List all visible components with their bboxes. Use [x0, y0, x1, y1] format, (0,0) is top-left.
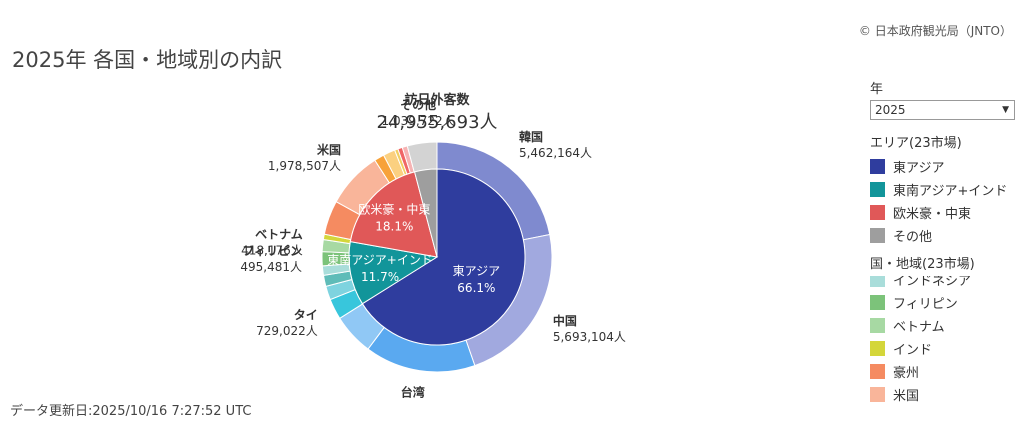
legend-label: インドネシア	[893, 276, 972, 289]
center-value: 24,955,693人	[376, 112, 497, 133]
outer-slice-value: 5,462,164人	[519, 146, 592, 160]
copyright: © 日本政府観光局（JNTO）	[858, 24, 1012, 38]
outer-slice-value: 729,022人	[256, 324, 318, 338]
donut-chart: 訪日外客数 24,955,693人 東アジア 66.1% 東南アジア+インド 11.7…	[200, 80, 660, 400]
legend-label: 東南アジア+インド	[893, 184, 1008, 199]
legend-swatch	[870, 182, 885, 197]
inner-slice-percent: 18.1%	[375, 220, 413, 234]
legend-swatch	[870, 318, 885, 333]
area-legend-item[interactable]: 東南アジア+インド	[870, 178, 1020, 201]
page-title: 2025年 各国・地域別の内訳	[12, 48, 283, 72]
country-legend-item[interactable]: 米国	[870, 383, 1020, 406]
outer-slice-value: 5,693,104人	[553, 330, 626, 344]
legend-swatch	[870, 159, 885, 174]
legend-label: 欧米豪・中東	[893, 207, 972, 222]
slice-labels: 東アジア 66.1% 東南アジア+インド 11.7% 欧米豪・中東 18.1% 韓国 5,46…	[240, 97, 626, 399]
legend-swatch	[870, 341, 885, 356]
area-legend-title: エリア(23市場)	[870, 136, 962, 151]
legend-swatch	[870, 387, 885, 402]
area-legend: 東アジア東南アジア+インド 欧米豪・中東 その他	[870, 155, 1020, 247]
outer-slice-label: ベトナム	[255, 228, 303, 242]
outer-slice-value: 1,978,507人	[268, 159, 341, 173]
legend-swatch	[870, 276, 885, 287]
inner-slice-percent: 66.1%	[457, 281, 495, 295]
inner-slice[interactable]	[413, 168, 438, 258]
inner-slice-label: 東アジア	[453, 264, 501, 278]
outer-slice-label: 米国	[317, 142, 341, 157]
area-legend-item[interactable]: 欧米豪・中東	[870, 201, 1020, 224]
outer-slice-label: その他	[400, 97, 436, 112]
area-legend-item[interactable]: その他	[870, 224, 1020, 247]
country-legend-item[interactable]: 豪州	[870, 360, 1020, 383]
legend-label: フィリピン	[893, 297, 958, 312]
legend-swatch	[870, 205, 885, 220]
outer-slice-label: タイ	[294, 308, 318, 322]
outer-slice-value: 1,039,722人	[382, 114, 455, 128]
inner-slice-percent: 11.7%	[361, 270, 399, 284]
outer-slice-value: 418,176人	[241, 244, 303, 258]
inner-ring	[348, 168, 526, 346]
inner-slice-label: 東南アジア+インド	[327, 252, 433, 267]
inner-slice[interactable]	[361, 168, 526, 346]
country-legend-item[interactable]: フィリピン	[870, 291, 1020, 314]
year-filter-label: 年	[870, 82, 884, 97]
legend-label: 米国	[893, 389, 920, 404]
legend-label: ベトナム	[893, 320, 945, 335]
inner-slice[interactable]	[349, 171, 438, 258]
outer-slice-label: 韓国	[519, 129, 543, 144]
legend-label: 豪州	[893, 366, 920, 381]
country-legend[interactable]: インドネシア フィリピンベトナムインド豪州米国	[870, 276, 1020, 416]
legend-label: インド	[893, 343, 933, 358]
data-updated: データ更新日:2025/10/16 7:27:52 UTC	[10, 404, 252, 419]
outer-slice-label: 台湾	[401, 384, 425, 399]
legend-swatch	[870, 364, 885, 379]
outer-slice-label: 中国	[553, 313, 577, 328]
outer-slice-value: 495,481人	[240, 260, 302, 274]
legend-label: その他	[893, 230, 933, 245]
inner-slice[interactable]	[348, 241, 439, 305]
legend-swatch	[870, 295, 885, 310]
legend-label: 東アジア	[893, 161, 945, 176]
country-legend-item[interactable]: インドネシア	[870, 276, 1020, 291]
chevron-down-icon: ▼	[1002, 105, 1009, 115]
year-select[interactable]: 2025 ▼	[870, 100, 1015, 120]
outer-slice-label: フィリピン	[242, 244, 302, 258]
country-legend-title: 国・地域(23市場)	[870, 257, 975, 272]
inner-slice-label: 欧米豪・中東	[358, 202, 430, 217]
center-label: 訪日外客数	[404, 92, 470, 108]
country-legend-item[interactable]: インド	[870, 337, 1020, 360]
year-select-value: 2025	[875, 103, 906, 117]
donut-chart-svg: 訪日外客数 24,955,693人 東アジア 66.1% 東南アジア+インド 11.7…	[240, 92, 626, 399]
legend-swatch	[870, 228, 885, 243]
area-legend-item[interactable]: 東アジア	[870, 155, 1020, 178]
country-legend-item[interactable]: ベトナム	[870, 314, 1020, 337]
filter-panel: 年 2025 ▼ エリア(23市場) 東アジア東南アジア+インド 欧米豪・中東 その…	[870, 78, 1020, 416]
